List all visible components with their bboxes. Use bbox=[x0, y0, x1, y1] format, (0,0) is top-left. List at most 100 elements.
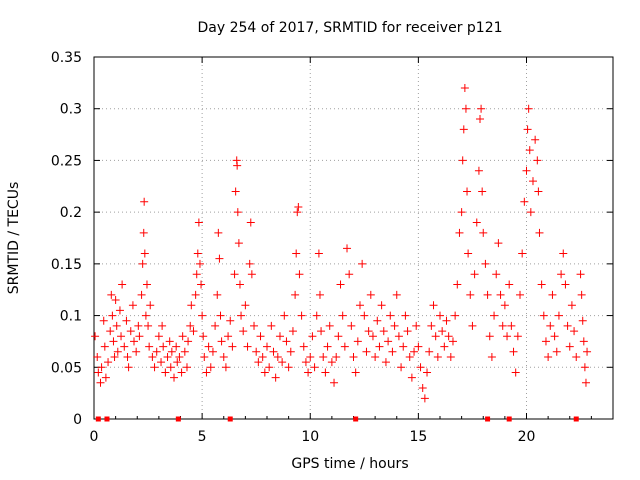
data-point bbox=[407, 373, 416, 382]
data-point bbox=[492, 270, 501, 279]
data-point bbox=[444, 332, 453, 341]
data-point bbox=[100, 342, 109, 351]
data-point bbox=[509, 347, 518, 356]
data-point bbox=[476, 115, 485, 124]
data-point bbox=[349, 352, 358, 361]
data-point bbox=[293, 208, 302, 217]
data-point bbox=[216, 311, 225, 320]
data-point bbox=[141, 311, 150, 320]
data-point bbox=[312, 311, 321, 320]
data-point bbox=[140, 197, 149, 206]
data-point bbox=[347, 321, 356, 330]
data-point bbox=[145, 342, 154, 351]
data-point bbox=[451, 311, 460, 320]
data-point bbox=[355, 301, 364, 310]
data-point bbox=[91, 332, 100, 341]
data-point bbox=[483, 290, 492, 299]
data-point bbox=[193, 249, 202, 258]
data-point bbox=[187, 301, 196, 310]
data-point bbox=[546, 321, 555, 330]
data-point bbox=[235, 280, 244, 289]
data-point bbox=[541, 337, 550, 346]
data-point bbox=[481, 259, 490, 268]
x-axis-label: GPS time / hours bbox=[291, 456, 408, 472]
data-point bbox=[170, 373, 179, 382]
data-point bbox=[128, 301, 137, 310]
data-point bbox=[246, 218, 255, 227]
data-point bbox=[544, 352, 553, 361]
data-point bbox=[195, 259, 204, 268]
data-point bbox=[460, 84, 469, 93]
data-point bbox=[388, 347, 397, 356]
data-point bbox=[295, 270, 304, 279]
baseline-markers bbox=[95, 416, 579, 422]
data-point bbox=[292, 249, 301, 258]
data-point bbox=[392, 290, 401, 299]
data-point bbox=[578, 316, 587, 325]
data-point bbox=[204, 342, 213, 351]
data-point bbox=[373, 316, 382, 325]
data-point bbox=[226, 316, 235, 325]
data-point bbox=[184, 337, 193, 346]
data-point bbox=[96, 378, 105, 387]
data-point bbox=[178, 332, 187, 341]
data-point bbox=[496, 290, 505, 299]
data-point bbox=[146, 301, 155, 310]
data-point bbox=[258, 352, 267, 361]
data-point bbox=[138, 259, 147, 268]
data-point bbox=[366, 290, 375, 299]
data-point bbox=[577, 290, 586, 299]
data-point bbox=[260, 368, 269, 377]
data-point bbox=[567, 301, 576, 310]
data-point bbox=[438, 327, 447, 336]
data-point bbox=[111, 296, 120, 305]
data-point bbox=[425, 347, 434, 356]
data-point bbox=[191, 290, 200, 299]
data-point bbox=[224, 332, 233, 341]
data-point bbox=[526, 208, 535, 217]
data-point bbox=[211, 321, 220, 330]
data-point bbox=[513, 332, 522, 341]
x-tick-label: 15 bbox=[409, 429, 427, 445]
data-point bbox=[397, 363, 406, 372]
y-tick-label: 0.1 bbox=[60, 309, 82, 325]
y-tick-label: 0.2 bbox=[60, 205, 82, 221]
data-point bbox=[157, 358, 166, 367]
x-tick-label: 10 bbox=[301, 429, 319, 445]
data-point bbox=[570, 327, 579, 336]
data-point bbox=[252, 347, 261, 356]
data-point bbox=[457, 208, 466, 217]
data-point bbox=[130, 337, 139, 346]
data-point bbox=[239, 327, 248, 336]
data-point bbox=[163, 352, 172, 361]
data-point bbox=[494, 239, 503, 248]
data-point bbox=[310, 363, 319, 372]
data-point bbox=[503, 332, 512, 341]
data-point bbox=[345, 270, 354, 279]
data-point bbox=[581, 378, 590, 387]
data-point bbox=[379, 327, 388, 336]
data-point bbox=[206, 363, 215, 372]
data-point bbox=[104, 358, 113, 367]
data-point bbox=[321, 368, 330, 377]
data-point bbox=[368, 332, 377, 341]
data-point bbox=[186, 321, 195, 330]
data-point bbox=[243, 342, 252, 351]
data-point bbox=[265, 363, 274, 372]
data-point bbox=[458, 156, 467, 165]
data-point bbox=[115, 306, 124, 315]
y-tick-label: 0.15 bbox=[51, 257, 82, 273]
data-point bbox=[332, 352, 341, 361]
data-point bbox=[507, 321, 516, 330]
data-point bbox=[282, 337, 291, 346]
data-point bbox=[500, 301, 509, 310]
data-point bbox=[165, 337, 174, 346]
data-point bbox=[288, 327, 297, 336]
data-point bbox=[139, 228, 148, 237]
data-point bbox=[113, 347, 122, 356]
data-point bbox=[233, 208, 242, 217]
data-point bbox=[399, 342, 408, 351]
data-point bbox=[110, 352, 119, 361]
